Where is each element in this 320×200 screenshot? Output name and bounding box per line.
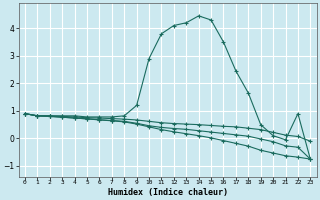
X-axis label: Humidex (Indice chaleur): Humidex (Indice chaleur) xyxy=(108,188,228,197)
